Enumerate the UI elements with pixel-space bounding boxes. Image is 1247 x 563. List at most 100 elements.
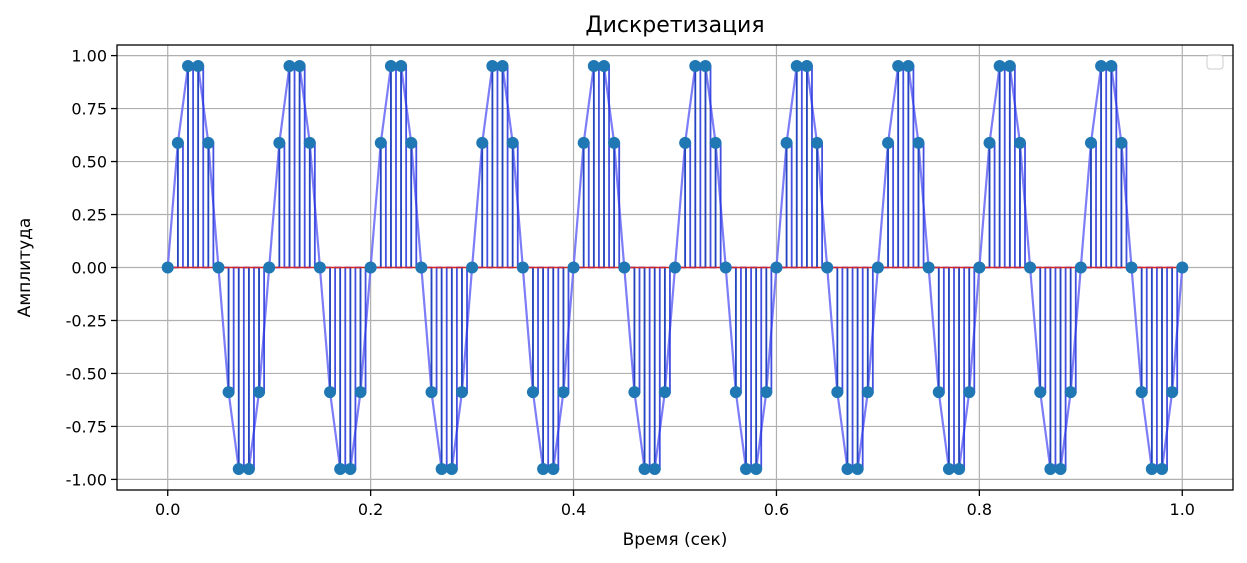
sample-marker xyxy=(192,59,205,72)
sample-marker xyxy=(435,463,448,476)
sample-marker xyxy=(983,136,996,149)
sample-marker xyxy=(445,463,458,476)
sample-marker xyxy=(973,261,986,274)
sample-marker xyxy=(882,136,895,149)
sample-marker xyxy=(628,386,641,399)
sample-marker xyxy=(719,261,732,274)
sample-marker xyxy=(334,463,347,476)
sample-marker xyxy=(455,386,468,399)
sample-marker xyxy=(831,386,844,399)
y-tick-label: 0.00 xyxy=(71,259,107,278)
y-tick-label: 0.25 xyxy=(71,206,107,225)
sample-marker xyxy=(618,261,631,274)
sample-marker xyxy=(283,59,296,72)
sample-marker xyxy=(841,463,854,476)
sample-marker xyxy=(770,261,783,274)
y-tick-label: -0.25 xyxy=(66,311,107,330)
sample-marker xyxy=(161,261,174,274)
sample-marker xyxy=(273,136,286,149)
sample-marker xyxy=(729,386,742,399)
sample-marker xyxy=(537,463,550,476)
sample-marker xyxy=(942,463,955,476)
sample-marker xyxy=(547,463,560,476)
sample-marker xyxy=(1135,386,1148,399)
sample-marker xyxy=(679,136,692,149)
y-axis-label: Амплитуда xyxy=(15,218,35,318)
sample-marker xyxy=(242,463,255,476)
sample-marker xyxy=(516,261,529,274)
sample-marker xyxy=(993,59,1006,72)
sample-marker xyxy=(709,136,722,149)
sample-marker xyxy=(587,59,600,72)
sample-marker xyxy=(892,59,905,72)
sample-marker xyxy=(506,136,519,149)
sample-marker xyxy=(932,386,945,399)
chart-title: Дискретизация xyxy=(585,13,764,38)
sample-marker xyxy=(669,261,681,274)
sample-marker xyxy=(689,59,702,72)
sample-marker xyxy=(232,463,245,476)
x-tick-label: 1.0 xyxy=(1170,500,1195,519)
sample-marker xyxy=(953,463,966,476)
sample-marker xyxy=(425,386,438,399)
legend-box xyxy=(1206,54,1224,70)
sample-marker xyxy=(1125,261,1138,274)
sample-marker xyxy=(1115,136,1128,149)
sample-marker xyxy=(1064,386,1077,399)
sample-marker xyxy=(912,136,925,149)
sample-marker xyxy=(1054,463,1067,476)
sample-marker xyxy=(293,59,306,72)
sample-marker xyxy=(871,261,884,274)
sample-marker xyxy=(303,136,316,149)
sample-marker xyxy=(1176,261,1189,274)
sample-marker xyxy=(344,463,357,476)
y-tick-label: -0.75 xyxy=(66,417,107,436)
y-tick-label: -0.50 xyxy=(66,364,107,383)
x-tick-label: 0.2 xyxy=(358,500,383,519)
sample-marker xyxy=(1074,261,1087,274)
sample-marker xyxy=(466,261,479,274)
sample-marker xyxy=(557,386,570,399)
sample-marker xyxy=(395,59,408,72)
sample-marker xyxy=(577,136,590,149)
sample-marker xyxy=(1105,59,1118,72)
sample-marker xyxy=(364,261,377,274)
sample-marker xyxy=(811,136,824,149)
x-axis-label: Время (сек) xyxy=(623,530,728,550)
sample-marker xyxy=(922,261,935,274)
sample-marker xyxy=(263,261,276,274)
sample-marker xyxy=(405,136,418,149)
sample-marker xyxy=(222,386,235,399)
sample-marker xyxy=(496,59,509,72)
y-tick-label: -1.00 xyxy=(66,470,107,489)
sample-marker xyxy=(1044,463,1057,476)
sample-marker xyxy=(1155,463,1168,476)
sample-marker xyxy=(182,59,195,72)
x-tick-label: 0.4 xyxy=(561,500,586,519)
x-tick-label: 0.6 xyxy=(764,500,789,519)
sample-marker xyxy=(750,463,763,476)
sample-marker xyxy=(1145,463,1158,476)
sample-marker xyxy=(760,386,773,399)
sample-marker xyxy=(1024,261,1037,274)
sample-marker xyxy=(415,261,428,274)
sample-marker xyxy=(638,463,651,476)
y-tick-label: 0.75 xyxy=(71,100,107,119)
y-tick-label: 1.00 xyxy=(71,47,107,66)
sample-marker xyxy=(1003,59,1016,72)
sample-marker xyxy=(740,463,753,476)
sample-marker xyxy=(1095,59,1108,72)
sample-marker xyxy=(821,261,834,274)
sample-marker xyxy=(374,136,387,149)
sample-marker xyxy=(699,59,712,72)
sample-marker xyxy=(902,59,915,72)
sample-marker xyxy=(597,59,610,72)
x-tick-label: 0.0 xyxy=(155,500,180,519)
sample-marker xyxy=(202,136,215,149)
sample-marker xyxy=(171,136,184,149)
sample-marker xyxy=(1034,386,1047,399)
sample-marker xyxy=(608,136,621,149)
sample-marker xyxy=(567,261,580,274)
